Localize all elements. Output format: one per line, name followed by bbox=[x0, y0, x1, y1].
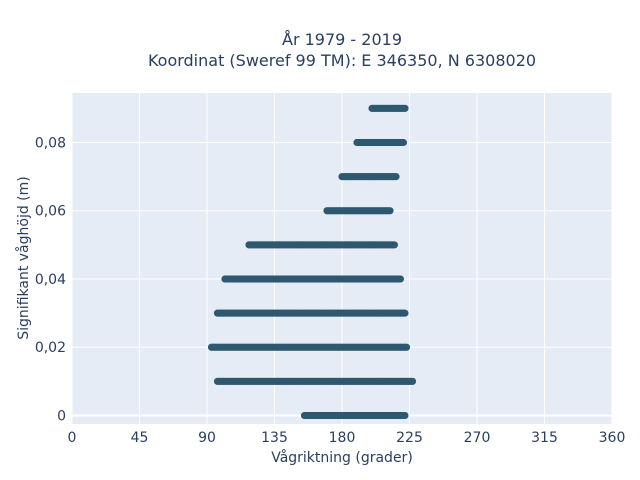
data-point bbox=[401, 104, 409, 112]
y-tick-label: 0,08 bbox=[35, 135, 66, 151]
data-point bbox=[402, 343, 411, 351]
x-tick-label: 135 bbox=[261, 430, 288, 446]
x-tick-label: 90 bbox=[198, 430, 216, 446]
y-tick-label: 0,06 bbox=[35, 204, 66, 220]
chart-title-line-2: Koordinat (Sweref 99 TM): E 346350, N 63… bbox=[148, 51, 536, 70]
x-tick-label: 45 bbox=[131, 430, 149, 446]
x-axis-ticks: 0 45 90 135 180 225 270 315 360 bbox=[68, 430, 626, 446]
x-tick-label: 225 bbox=[396, 430, 423, 446]
data-point bbox=[399, 411, 408, 420]
x-tick-label: 0 bbox=[68, 430, 77, 446]
x-tick-label: 360 bbox=[599, 430, 626, 446]
data-markers bbox=[207, 104, 417, 420]
data-point bbox=[392, 173, 400, 181]
data-point bbox=[408, 377, 417, 385]
x-tick-label: 270 bbox=[464, 430, 491, 446]
data-point bbox=[389, 241, 397, 249]
y-tick-label: 0 bbox=[57, 408, 66, 424]
chart-title-line-1: År 1979 - 2019 bbox=[282, 30, 402, 49]
y-tick-label: 0,04 bbox=[35, 272, 66, 288]
data-point bbox=[386, 207, 394, 215]
data-point bbox=[398, 138, 406, 147]
y-tick-label: 0,02 bbox=[35, 340, 66, 356]
data-point bbox=[395, 275, 403, 283]
x-tick-label: 315 bbox=[531, 430, 558, 446]
data-point bbox=[399, 309, 408, 317]
x-axis-title: Vågriktning (grader) bbox=[271, 449, 413, 466]
x-tick-label: 180 bbox=[329, 430, 356, 446]
y-axis-title: Signifikant våghöjd (m) bbox=[15, 176, 32, 339]
y-axis-ticks: 0 0,02 0,04 0,06 0,08 bbox=[35, 135, 66, 424]
